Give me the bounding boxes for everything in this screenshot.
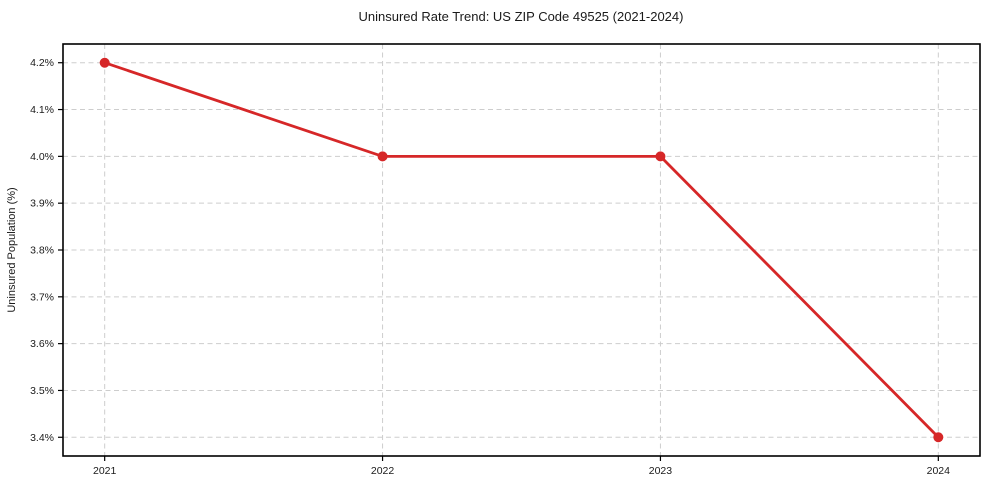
- data-series: [99, 57, 944, 443]
- y-tick-label: 3.8%: [30, 245, 54, 257]
- x-tick-label: 2021: [93, 465, 117, 477]
- y-axis-label: Uninsured Population (%): [6, 187, 18, 312]
- y-tick-label: 3.7%: [30, 291, 54, 303]
- y-tick-label: 4.2%: [30, 57, 54, 69]
- x-tick-label: 2023: [649, 465, 673, 477]
- y-tick-label: 4.1%: [30, 104, 54, 116]
- x-tick-label: 2022: [371, 465, 395, 477]
- data-point-marker: [655, 151, 666, 162]
- gridlines: [63, 44, 980, 456]
- y-tick-label: 3.6%: [30, 338, 54, 350]
- series-line: [103, 61, 940, 439]
- y-tick-label: 3.4%: [30, 432, 54, 444]
- chart-title: Uninsured Rate Trend: US ZIP Code 49525 …: [359, 9, 684, 24]
- y-tick-label: 3.9%: [30, 198, 54, 210]
- x-tick-label: 2024: [927, 465, 951, 477]
- data-point-marker: [99, 57, 110, 68]
- y-tick-label: 4.0%: [30, 151, 54, 163]
- y-tick-label: 3.5%: [30, 385, 54, 397]
- axes: 2021 2022 2023 2024 3.4% 3.5% 3.6% 3.7% 3.8% 3.9%…: [30, 43, 981, 477]
- data-point-marker: [377, 151, 388, 162]
- data-point-marker: [933, 432, 944, 443]
